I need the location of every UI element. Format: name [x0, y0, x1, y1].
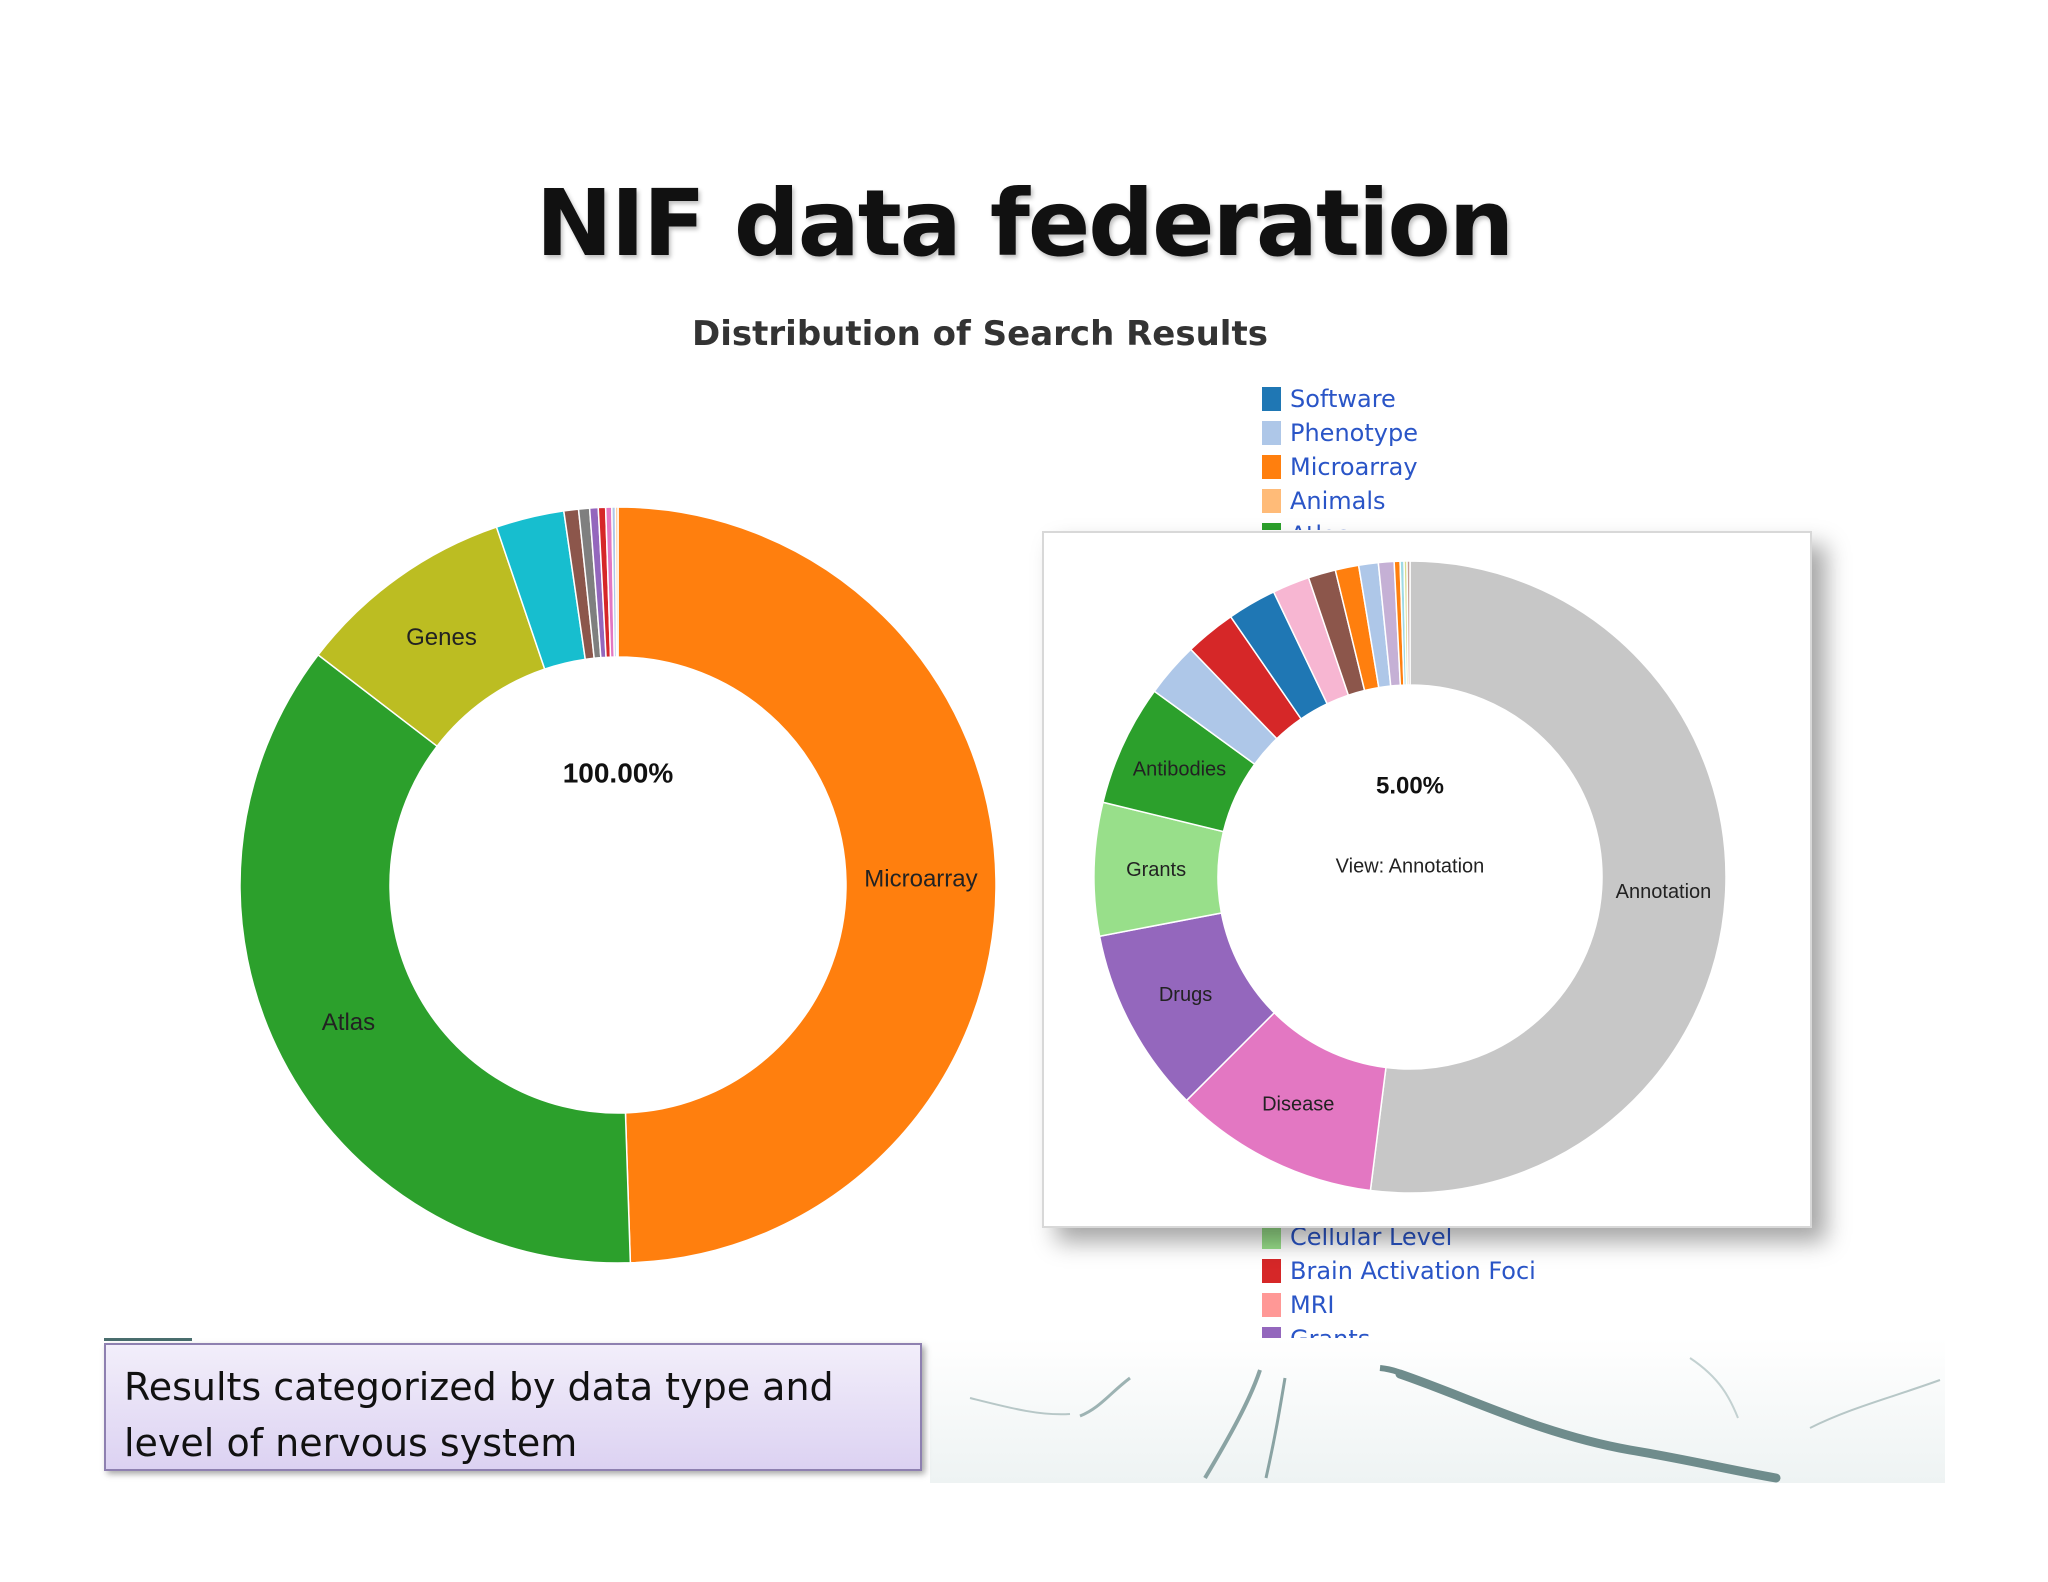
legend-top: Software Phenotype Microarray Animals Atlas: [1262, 382, 1418, 530]
legend-swatch: [1262, 523, 1281, 530]
legend-item[interactable]: Atlas: [1262, 518, 1418, 530]
slice-label: Disease: [1262, 1093, 1334, 1115]
slice-label: Annotation: [1616, 881, 1712, 903]
donut-slice[interactable]: [1406, 560, 1411, 686]
slice-label: Genes: [406, 624, 477, 651]
divider-left: [104, 1338, 192, 1341]
slice-label: Drugs: [1159, 984, 1212, 1006]
legend-swatch: [1262, 421, 1281, 445]
legend-swatch: [1262, 1225, 1281, 1249]
legend-swatch: [1262, 387, 1281, 411]
chart-title: Distribution of Search Results: [692, 314, 1268, 354]
donut-slice[interactable]: [1369, 560, 1727, 1194]
legend-item[interactable]: Animals: [1262, 484, 1418, 518]
legend-label: Microarray: [1290, 453, 1418, 481]
donut-slice[interactable]: [239, 653, 632, 1264]
caption-box: Results categorized by data type and lev…: [104, 1343, 922, 1471]
slide-title: NIF data federation: [535, 170, 1514, 277]
center-label: 100.00%: [563, 757, 674, 788]
donut-slice[interactable]: [614, 506, 619, 658]
legend-item[interactable]: Phenotype: [1262, 416, 1418, 450]
slice-label: Atlas: [322, 1009, 375, 1036]
legend-swatch: [1262, 1293, 1281, 1317]
center-label: 5.00%: [1376, 772, 1444, 799]
legend-label: Atlas: [1290, 521, 1349, 530]
donut-slice[interactable]: [617, 506, 997, 1264]
neuron-image: [930, 1338, 1945, 1483]
zoomed-donut-chart: Annotation Disease Drugs Grants Antibodies 5.…: [1093, 560, 1727, 1194]
zoomed-donut-panel: Annotation Disease Drugs Grants Antibodies 5.…: [1042, 531, 1812, 1228]
legend-item[interactable]: MRI: [1262, 1288, 1536, 1322]
legend-swatch: [1262, 489, 1281, 513]
legend-label: Software: [1290, 385, 1396, 413]
legend-label: Brain Activation Foci: [1290, 1257, 1536, 1285]
legend-swatch: [1262, 455, 1281, 479]
legend-label: Phenotype: [1290, 419, 1418, 447]
legend-swatch: [1262, 1259, 1281, 1283]
legend-item[interactable]: Software: [1262, 382, 1418, 416]
center-sublabel: View: Annotation: [1336, 855, 1485, 877]
slice-label: Antibodies: [1133, 759, 1226, 781]
slice-label: Microarray: [864, 865, 977, 892]
legend-label: Animals: [1290, 487, 1386, 515]
legend-label: MRI: [1290, 1291, 1335, 1319]
slice-label: Grants: [1126, 859, 1186, 881]
legend-item[interactable]: Microarray: [1262, 450, 1418, 484]
legend-item[interactable]: Brain Activation Foci: [1262, 1254, 1536, 1288]
